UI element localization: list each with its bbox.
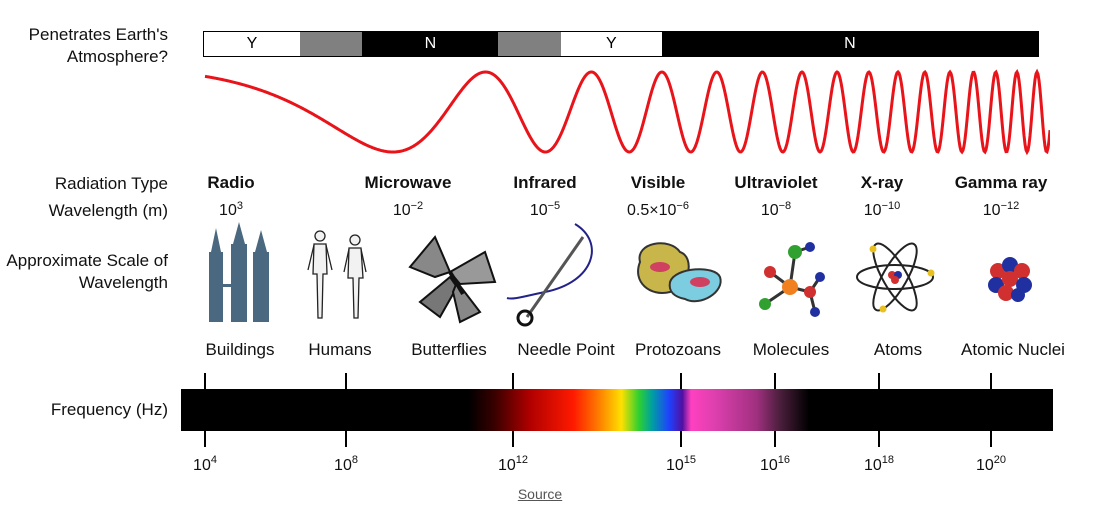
frequency-tick-label: 1018 [863,454,895,474]
atmosphere-segment: N [362,32,499,56]
scale-object-label: Protozoans [635,340,721,359]
atmosphere-segment [498,32,561,56]
frequency-tick [680,431,682,447]
atmosphere-segment: Y [204,32,300,56]
frequency-tick [345,373,347,389]
frequency-tick-label: 1020 [975,454,1007,474]
scale-object-label: Molecules [752,340,830,359]
wavelength-value: 10−10 [863,200,901,219]
radiation-type-label: Radiation Type [54,174,168,193]
frequency-tick-label: 108 [334,454,358,474]
frequency-tick [680,373,682,389]
buildings-icon [209,222,269,322]
radiation-type-name: Gamma ray [954,173,1048,192]
scale-object-label: Needle Point [517,340,615,359]
scale-object-label: Atomic Nuclei [961,340,1065,359]
frequency-label: Frequency (Hz) [50,400,168,419]
frequency-tick [204,373,206,389]
scale-object-label: Buildings [205,340,275,359]
radiation-type-name: Ultraviolet [734,173,818,192]
wavelength-value: 10−5 [529,200,561,219]
atmosphere-segment: Y [560,32,662,56]
scale-object-label: Atoms [873,340,923,359]
humans-icon [307,230,367,319]
frequency-tick-label: 104 [193,454,217,474]
scale-label: Approximate Scale of Wavelength [6,251,168,292]
atom-icon [856,242,935,313]
wavelength-value: 10−2 [392,200,424,219]
wavelength-value: 10−12 [982,200,1020,219]
needle-icon [506,223,593,327]
radiation-type-name: Radio [207,173,255,192]
frequency-tick [990,431,992,447]
radiation-type-name: X-ray [860,173,904,192]
atmosphere-segment [299,32,363,56]
wave-line [204,68,1050,156]
wavelength-value: 10−8 [760,200,792,219]
molecule-icon [759,242,825,317]
atmosphere-segment: N [661,32,1038,56]
scale-object-label: Humans [308,340,372,359]
frequency-spectrum-bar [181,389,1053,431]
frequency-tick [878,373,880,389]
frequency-tick [990,373,992,389]
frequency-tick [774,431,776,447]
wavelength-value: 103 [219,200,243,219]
frequency-tick [512,373,514,389]
source-link[interactable]: Source [517,486,563,502]
radiation-type-name: Visible [630,173,686,192]
protozoan-icon [637,242,722,303]
nucleus-icon [988,257,1032,302]
scale-icons [209,222,1032,327]
frequency-tick [345,431,347,447]
frequency-tick [774,373,776,389]
radiation-type-name: Infrared [513,173,577,192]
frequency-tick-label: 1015 [665,454,697,474]
frequency-tick [204,431,206,447]
frequency-tick [512,431,514,447]
wavelength-label: Wavelength (m) [48,201,168,220]
atmosphere-label: Penetrates Earth's Atmosphere? [28,25,168,66]
wavelength-value: 0.5×10−6 [627,200,689,219]
frequency-tick [878,431,880,447]
wave-graphic [204,68,1050,156]
frequency-tick-label: 1016 [759,454,791,474]
butterfly-icon [408,235,497,324]
frequency-tick-label: 1012 [497,454,529,474]
scale-object-label: Butterflies [411,340,487,359]
radiation-type-name: Microwave [364,173,452,192]
